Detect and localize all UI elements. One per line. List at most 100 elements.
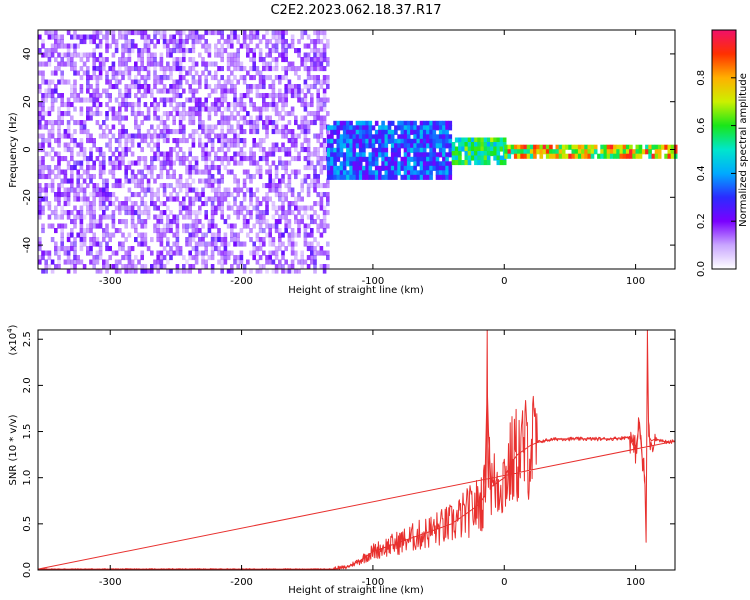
- heatmap-cell: [82, 39, 87, 45]
- heatmap-cell: [201, 151, 205, 157]
- heatmap-cell: [220, 250, 224, 256]
- heatmap-cell: [178, 187, 183, 193]
- heatmap-cell: [105, 192, 109, 198]
- heatmap-cell: [166, 52, 170, 58]
- heatmap-cell: [217, 250, 221, 256]
- heatmap-cell: [316, 156, 320, 162]
- heatmap-cell: [319, 84, 324, 90]
- heatmap-cell: [384, 138, 389, 144]
- x-tick-label: -100: [362, 577, 385, 588]
- heatmap-cell: [284, 165, 288, 171]
- heatmap-cell: [41, 156, 45, 162]
- heatmap-cell: [542, 149, 547, 155]
- heatmap-cell: [322, 264, 327, 270]
- heatmap-cell: [70, 61, 74, 67]
- heatmap-cell: [281, 165, 285, 171]
- heatmap-cell: [306, 124, 311, 130]
- heatmap-cell: [172, 88, 176, 94]
- heatmap-cell: [70, 102, 74, 108]
- heatmap-cell: [233, 237, 237, 243]
- heatmap-cell: [60, 228, 64, 234]
- heatmap-cell: [352, 129, 357, 135]
- heatmap-cell: [38, 255, 42, 261]
- heatmap-cell: [38, 214, 42, 220]
- heatmap-cell: [413, 147, 417, 153]
- heatmap-cell: [239, 75, 244, 81]
- heatmap-cell: [613, 144, 617, 150]
- heatmap-cell: [66, 259, 71, 265]
- heatmap-cell: [82, 151, 87, 157]
- heatmap-cell: [70, 210, 74, 216]
- heatmap-cell: [284, 75, 288, 81]
- heatmap-cell: [182, 57, 186, 63]
- heatmap-cell: [333, 129, 337, 135]
- heatmap-cell: [79, 88, 84, 94]
- heatmap-cell: [92, 111, 96, 117]
- heatmap-cell: [336, 152, 341, 158]
- heatmap-cell: [252, 223, 256, 229]
- heatmap-cell: [281, 133, 285, 139]
- heatmap-cell: [98, 75, 103, 81]
- heatmap-cell: [416, 161, 421, 167]
- heatmap-cell: [185, 223, 189, 229]
- heatmap-cell: [249, 84, 253, 90]
- heatmap-cell: [223, 246, 228, 252]
- heatmap-cell: [406, 125, 411, 131]
- heatmap-cell: [204, 66, 208, 72]
- heatmap-cell: [265, 75, 269, 81]
- heatmap-cell: [178, 61, 183, 67]
- heatmap-cell: [561, 149, 566, 155]
- heatmap-cell: [477, 137, 481, 143]
- heatmap-cell: [258, 210, 263, 216]
- heatmap-cell: [316, 106, 320, 112]
- heatmap-cell: [542, 144, 547, 150]
- heatmap-cell: [156, 219, 160, 225]
- heatmap-cell: [118, 228, 122, 234]
- heatmap-cell: [102, 187, 106, 193]
- heatmap-cell: [44, 201, 48, 207]
- heatmap-cell: [76, 160, 80, 166]
- heatmap-cell: [303, 241, 308, 247]
- heatmap-cell: [162, 138, 167, 144]
- heatmap-cell: [387, 156, 392, 162]
- heatmap-cell: [330, 165, 334, 171]
- heatmap-cell: [105, 205, 109, 211]
- heatmap-cell: [204, 246, 208, 252]
- heatmap-cell: [44, 93, 48, 99]
- heatmap-cell: [313, 246, 317, 252]
- heatmap-cell: [313, 75, 317, 81]
- heatmap-cell: [480, 137, 485, 143]
- heatmap-cell: [217, 156, 221, 162]
- heatmap-cell: [290, 66, 295, 72]
- heatmap-cell: [445, 125, 449, 131]
- heatmap-cell: [606, 153, 611, 159]
- heatmap-cell: [79, 214, 84, 220]
- heatmap-cell: [159, 133, 164, 139]
- heatmap-cell: [108, 142, 112, 148]
- heatmap-cell: [306, 120, 311, 126]
- heatmap-cell: [98, 192, 103, 198]
- heatmap-cell: [169, 255, 173, 261]
- heatmap-cell: [47, 88, 52, 94]
- heatmap-cell: [333, 165, 337, 171]
- heatmap-cell: [242, 34, 247, 40]
- heatmap-cell: [290, 39, 295, 45]
- heatmap-cell: [303, 259, 308, 265]
- heatmap-cell: [255, 66, 260, 72]
- heatmap-cell: [429, 129, 433, 135]
- heatmap-cell: [268, 84, 272, 90]
- heatmap-cell: [422, 134, 427, 140]
- heatmap-cell: [41, 79, 45, 85]
- heatmap-cell: [339, 143, 344, 149]
- heatmap-cell: [278, 147, 282, 153]
- heatmap-cell: [166, 160, 170, 166]
- heatmap-cell: [102, 151, 106, 157]
- heatmap-cell: [50, 169, 55, 175]
- heatmap-cell: [102, 129, 106, 135]
- heatmap-cell: [265, 268, 269, 274]
- heatmap-cell: [236, 237, 240, 243]
- heatmap-cell: [374, 161, 379, 167]
- snr-series-line: [37, 329, 676, 571]
- heatmap-cell: [92, 142, 96, 148]
- heatmap-cell: [73, 97, 77, 103]
